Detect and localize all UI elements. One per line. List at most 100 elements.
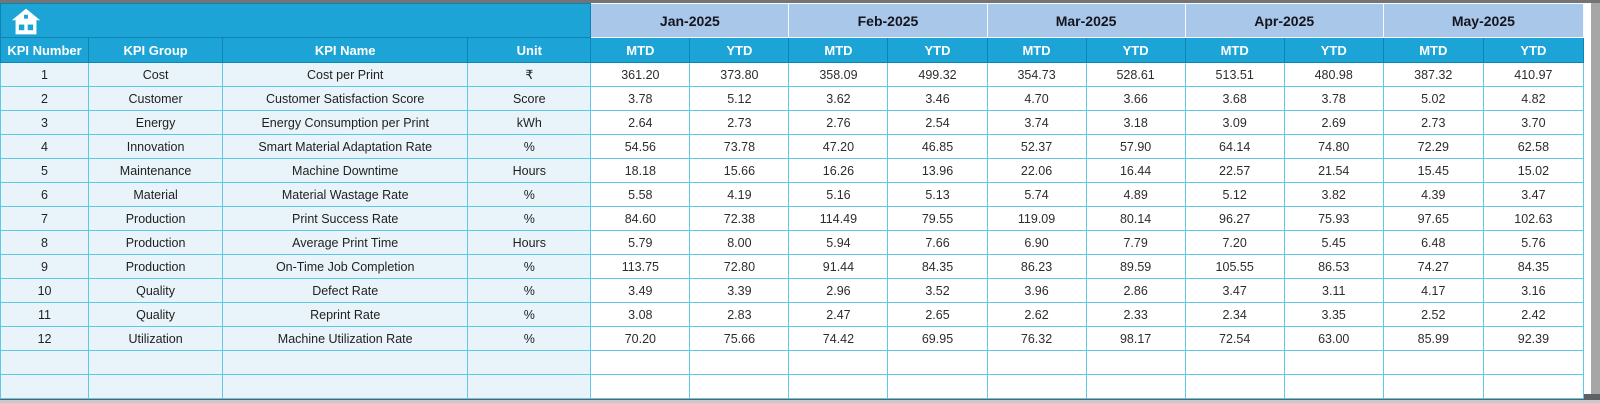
empty-meta-cell[interactable] <box>88 374 224 399</box>
value-cell[interactable]: 84.60 <box>590 206 691 231</box>
value-cell[interactable]: 21.54 <box>1283 158 1384 183</box>
value-cell[interactable]: 2.52 <box>1382 302 1484 327</box>
value-cell[interactable]: 499.32 <box>887 62 988 87</box>
value-cell[interactable]: 4.70 <box>986 86 1087 111</box>
empty-value-cell[interactable] <box>1482 350 1585 375</box>
value-cell[interactable]: 5.79 <box>590 230 691 255</box>
kpi-name-cell[interactable]: Machine Utilization Rate <box>222 326 469 351</box>
value-cell[interactable]: 54.56 <box>590 134 691 159</box>
kpi-name-cell[interactable]: Customer Satisfaction Score <box>222 86 469 111</box>
value-cell[interactable]: 15.02 <box>1482 158 1585 183</box>
kpi-number-cell[interactable]: 1 <box>0 62 90 87</box>
kpi-name-cell[interactable]: Energy Consumption per Print <box>222 110 469 135</box>
kpi-unit-cell[interactable]: % <box>467 134 592 159</box>
value-cell[interactable]: 528.61 <box>1085 62 1186 87</box>
value-cell[interactable]: 4.82 <box>1482 86 1585 111</box>
value-cell[interactable]: 8.00 <box>689 230 790 255</box>
value-cell[interactable]: 5.12 <box>1184 182 1285 207</box>
value-cell[interactable]: 7.66 <box>887 230 988 255</box>
empty-value-cell[interactable] <box>1482 374 1585 399</box>
value-cell[interactable]: 119.09 <box>986 206 1087 231</box>
value-cell[interactable]: 16.26 <box>788 158 889 183</box>
empty-meta-cell[interactable] <box>0 350 90 375</box>
empty-value-cell[interactable] <box>887 374 988 399</box>
empty-value-cell[interactable] <box>887 350 988 375</box>
kpi-group-cell[interactable]: Production <box>88 230 224 255</box>
value-cell[interactable]: 3.96 <box>986 278 1087 303</box>
value-cell[interactable]: 7.79 <box>1085 230 1186 255</box>
value-cell[interactable]: 74.42 <box>788 326 889 351</box>
value-cell[interactable]: 72.38 <box>689 206 790 231</box>
value-cell[interactable]: 79.55 <box>887 206 988 231</box>
value-cell[interactable]: 3.16 <box>1482 278 1585 303</box>
kpi-unit-cell[interactable]: Hours <box>467 158 592 183</box>
value-cell[interactable]: 373.80 <box>689 62 790 87</box>
value-cell[interactable]: 2.96 <box>788 278 889 303</box>
value-cell[interactable]: 3.49 <box>590 278 691 303</box>
empty-value-cell[interactable] <box>1382 374 1484 399</box>
value-cell[interactable]: 74.80 <box>1283 134 1384 159</box>
month-header-feb[interactable]: Feb-2025 <box>788 3 988 38</box>
kpi-unit-cell[interactable]: % <box>467 254 592 279</box>
month-header-mar[interactable]: Mar-2025 <box>986 3 1186 38</box>
value-cell[interactable]: 5.02 <box>1382 86 1484 111</box>
value-cell[interactable]: 2.64 <box>590 110 691 135</box>
empty-meta-cell[interactable] <box>88 350 224 375</box>
kpi-group-cell[interactable]: Customer <box>88 86 224 111</box>
kpi-number-cell[interactable]: 7 <box>0 206 90 231</box>
kpi-unit-cell[interactable]: Score <box>467 86 592 111</box>
value-cell[interactable]: 74.27 <box>1382 254 1484 279</box>
value-cell[interactable]: 47.20 <box>788 134 889 159</box>
value-cell[interactable]: 3.47 <box>1184 278 1285 303</box>
kpi-group-cell[interactable]: Cost <box>88 62 224 87</box>
value-cell[interactable]: 3.47 <box>1482 182 1585 207</box>
col-header-mtd-feb[interactable]: MTD <box>788 37 889 63</box>
col-header-ytd-apr[interactable]: YTD <box>1283 37 1384 63</box>
value-cell[interactable]: 15.66 <box>689 158 790 183</box>
kpi-group-cell[interactable]: Energy <box>88 110 224 135</box>
value-cell[interactable]: 102.63 <box>1482 206 1585 231</box>
kpi-unit-cell[interactable]: % <box>467 302 592 327</box>
value-cell[interactable]: 72.80 <box>689 254 790 279</box>
value-cell[interactable]: 3.66 <box>1085 86 1186 111</box>
empty-value-cell[interactable] <box>1382 350 1484 375</box>
value-cell[interactable]: 2.86 <box>1085 278 1186 303</box>
value-cell[interactable]: 80.14 <box>1085 206 1186 231</box>
value-cell[interactable]: 86.53 <box>1283 254 1384 279</box>
kpi-number-cell[interactable]: 8 <box>0 230 90 255</box>
kpi-unit-cell[interactable]: % <box>467 206 592 231</box>
value-cell[interactable]: 72.29 <box>1382 134 1484 159</box>
col-header-mtd-may[interactable]: MTD <box>1382 37 1484 63</box>
col-header-ytd-may[interactable]: YTD <box>1482 37 1585 63</box>
col-header-mtd-apr[interactable]: MTD <box>1184 37 1285 63</box>
kpi-group-cell[interactable]: Production <box>88 206 224 231</box>
value-cell[interactable]: 4.39 <box>1382 182 1484 207</box>
value-cell[interactable]: 513.51 <box>1184 62 1285 87</box>
month-header-jan[interactable]: Jan-2025 <box>590 3 790 38</box>
value-cell[interactable]: 358.09 <box>788 62 889 87</box>
kpi-number-cell[interactable]: 3 <box>0 110 90 135</box>
value-cell[interactable]: 3.09 <box>1184 110 1285 135</box>
value-cell[interactable]: 76.32 <box>986 326 1087 351</box>
col-header-kpi-name[interactable]: KPI Name <box>222 37 469 63</box>
empty-value-cell[interactable] <box>986 350 1087 375</box>
value-cell[interactable]: 3.78 <box>590 86 691 111</box>
value-cell[interactable]: 70.20 <box>590 326 691 351</box>
value-cell[interactable]: 5.76 <box>1482 230 1585 255</box>
value-cell[interactable]: 13.96 <box>887 158 988 183</box>
kpi-name-cell[interactable]: Material Wastage Rate <box>222 182 469 207</box>
value-cell[interactable]: 113.75 <box>590 254 691 279</box>
empty-meta-cell[interactable] <box>222 374 469 399</box>
value-cell[interactable]: 72.54 <box>1184 326 1285 351</box>
col-header-ytd-jan[interactable]: YTD <box>689 37 790 63</box>
col-header-mtd-jan[interactable]: MTD <box>590 37 691 63</box>
value-cell[interactable]: 6.48 <box>1382 230 1484 255</box>
value-cell[interactable]: 52.37 <box>986 134 1087 159</box>
kpi-group-cell[interactable]: Quality <box>88 302 224 327</box>
value-cell[interactable]: 63.00 <box>1283 326 1384 351</box>
empty-value-cell[interactable] <box>1283 350 1384 375</box>
value-cell[interactable]: 361.20 <box>590 62 691 87</box>
value-cell[interactable]: 73.78 <box>689 134 790 159</box>
value-cell[interactable]: 3.08 <box>590 302 691 327</box>
value-cell[interactable]: 105.55 <box>1184 254 1285 279</box>
